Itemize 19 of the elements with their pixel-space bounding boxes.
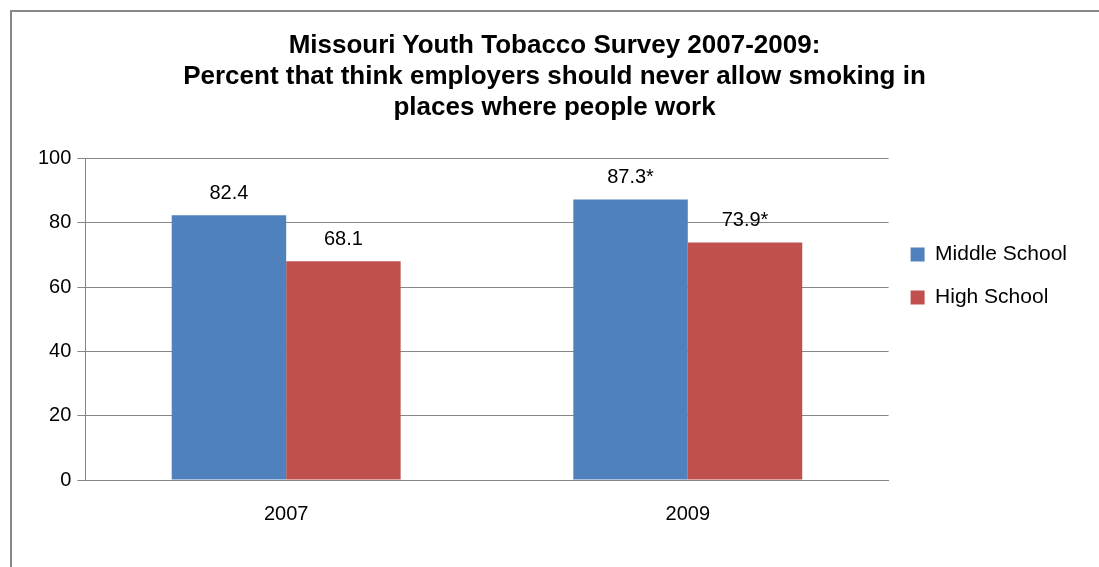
legend-label: Middle School [935, 241, 1067, 265]
x-tick-label: 2009 [665, 501, 711, 524]
y-tick-label: 0 [60, 467, 72, 490]
y-tick-label: 60 [49, 274, 72, 297]
bar [573, 199, 688, 480]
y-tick-label: 100 [37, 146, 72, 169]
y-tick-label: 40 [49, 338, 72, 361]
data-label: 82.4 [209, 180, 249, 203]
data-label: 73.9* [721, 208, 769, 230]
y-tick-label: 20 [49, 403, 72, 426]
x-tick-label: 2007 [263, 501, 309, 524]
legend-label: High School [935, 284, 1049, 308]
bar [171, 215, 287, 480]
y-tick-label: 80 [49, 210, 72, 233]
chart-title: Missouri Youth Tobacco Survey 2007-2009: Percent that think employers should never allow smoking in places where people work [183, 28, 926, 122]
bar [687, 242, 803, 480]
data-label: 68.1 [323, 226, 363, 249]
data-label: 87.3* [607, 164, 655, 187]
bar [286, 261, 401, 480]
